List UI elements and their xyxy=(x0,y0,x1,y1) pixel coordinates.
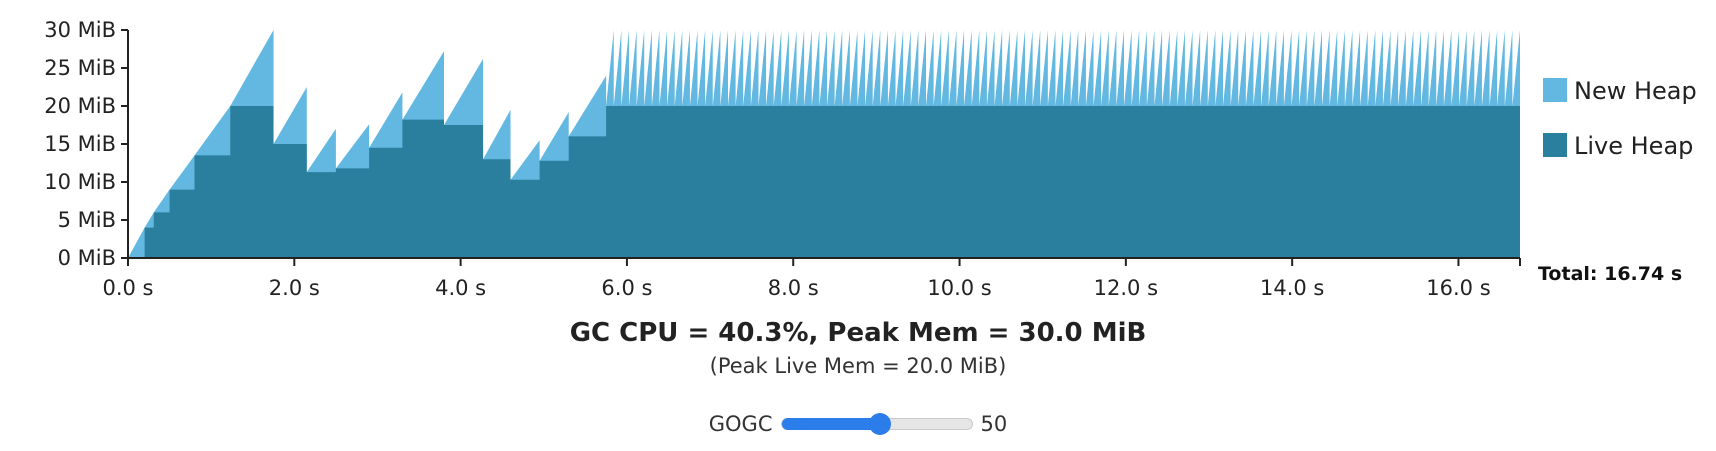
gogc-slider-thumb[interactable] xyxy=(869,413,892,435)
y-tick-label: 25 MiB xyxy=(44,56,116,80)
legend-swatch-new-heap xyxy=(1543,78,1567,102)
legend: New Heap Live Heap xyxy=(1543,77,1697,160)
x-axis: 0.0 s 2.0 s 4.0 s 6.0 s 8.0 s 10.0 s 12.0 s 14.… xyxy=(102,257,1521,300)
x-tick-label: 10.0 s xyxy=(927,276,991,300)
x-tick-label: 6.0 s xyxy=(601,276,652,300)
y-tick-label: 30 MiB xyxy=(44,18,116,42)
gogc-control: GOGC 50 xyxy=(0,408,1716,440)
plot-area xyxy=(128,30,1520,258)
legend-label-live-heap: Live Heap xyxy=(1574,132,1693,160)
gc-summary-subline: (Peak Live Mem = 20.0 MiB) xyxy=(709,354,1007,378)
gogc-slider[interactable] xyxy=(780,413,973,435)
x-tick-label: 2.0 s xyxy=(269,276,320,300)
legend-swatch-live-heap xyxy=(1543,133,1567,157)
y-axis: 0 MiB 5 MiB 10 MiB 15 MiB 20 MiB 25 MiB 30 MiB xyxy=(44,18,129,270)
gogc-value: 50 xyxy=(980,412,1008,436)
gc-summary-headline: GC CPU = 40.3%, Peak Mem = 30.0 MiB xyxy=(569,318,1147,348)
y-tick-label: 15 MiB xyxy=(44,132,116,156)
total-time-label: Total: 16.74 s xyxy=(1538,263,1682,285)
x-tick-label: 8.0 s xyxy=(768,276,819,300)
gogc-label: GOGC xyxy=(708,412,773,436)
x-tick-label: 0.0 s xyxy=(102,276,153,300)
legend-label-new-heap: New Heap xyxy=(1574,77,1697,105)
live-heap-area xyxy=(128,106,1520,258)
y-tick-label: 5 MiB xyxy=(58,208,116,232)
y-tick-label: 10 MiB xyxy=(44,170,116,194)
y-tick-label: 0 MiB xyxy=(58,246,116,270)
x-tick-label: 16.0 s xyxy=(1426,276,1490,300)
x-tick-label: 12.0 s xyxy=(1094,276,1158,300)
x-tick-label: 4.0 s xyxy=(435,276,486,300)
y-tick-label: 20 MiB xyxy=(44,94,116,118)
heap-chart: 0 MiB 5 MiB 10 MiB 15 MiB 20 MiB 25 MiB 30 MiB… xyxy=(44,18,1697,300)
x-tick-label: 14.0 s xyxy=(1260,276,1324,300)
gogc-slider-fill xyxy=(781,418,881,430)
